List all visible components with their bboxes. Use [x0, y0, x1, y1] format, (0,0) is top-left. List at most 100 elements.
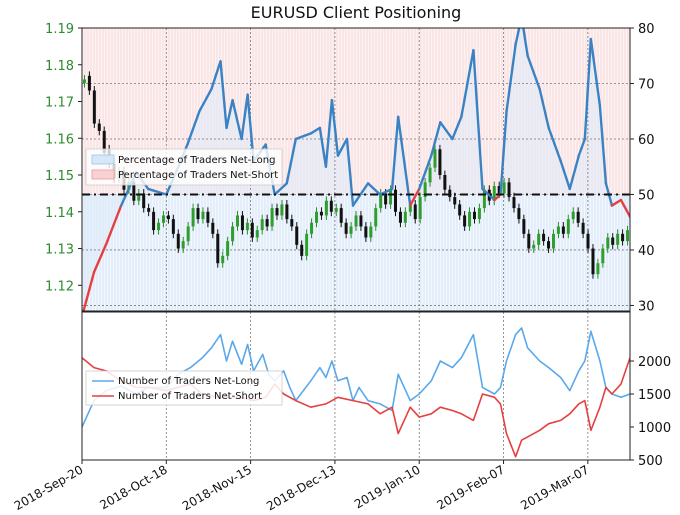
legend-swatch-net-long [91, 154, 115, 165]
net-long-percent-segment [240, 93, 249, 141]
price-tick-label: 1.15 [45, 169, 74, 184]
legend-label-count-long: Number of Traders Net-Long [118, 376, 259, 387]
count-tick-label: 1500 [638, 388, 671, 403]
price-candle [556, 222, 560, 239]
price-candle [270, 203, 274, 231]
price-candle [581, 218, 585, 239]
price-candle [591, 244, 595, 279]
net-long-percent-segment [547, 126, 562, 163]
price-candle [576, 207, 580, 228]
price-candle [97, 119, 101, 136]
net-long-percent-segment [577, 137, 587, 157]
price-candle [359, 211, 363, 231]
price-candle [606, 233, 610, 253]
price-candle [255, 225, 259, 242]
net-long-percent-segment [336, 137, 349, 157]
net-long-percent-segment [505, 43, 517, 113]
price-candle [315, 207, 319, 228]
price-candle [364, 222, 368, 242]
price-candle [551, 229, 555, 253]
net-long-percent-segment [104, 204, 123, 246]
price-candle [339, 203, 343, 228]
price-candle [512, 192, 516, 213]
percent-tick-label: 70 [638, 77, 655, 92]
price-candle [349, 222, 353, 239]
price-candle [492, 181, 496, 206]
price-candle [245, 218, 249, 235]
price-candle [216, 229, 220, 268]
price-candle [300, 240, 304, 261]
price-candle [240, 211, 244, 235]
legend-label-net-short: Percentage of Traders Net-Short [118, 170, 278, 181]
net-long-percent-segment [619, 198, 630, 218]
net-long-percent-segment [273, 182, 288, 196]
net-long-percent-segment [390, 115, 400, 191]
price-candle [82, 75, 86, 88]
net-long-percent-segment [568, 154, 581, 191]
chart-title: EURUSD Client Positioning [251, 3, 462, 22]
price-candle [285, 200, 289, 224]
price-candle [374, 203, 378, 231]
price-candle [157, 218, 161, 235]
price-candle [305, 229, 309, 261]
price-tick-label: 1.13 [45, 243, 74, 258]
net-long-percent-segment [610, 198, 623, 207]
price-candle [354, 211, 358, 231]
count-tick-label: 500 [638, 454, 663, 469]
net-long-percent-segment [514, 28, 521, 46]
price-candle [236, 211, 240, 231]
price-candle [369, 222, 373, 242]
price-candle [532, 240, 536, 253]
net-long-percent-segment [472, 48, 484, 191]
legend-swatch-net-short [91, 169, 115, 180]
price-candle [196, 203, 200, 224]
price-candle [586, 229, 590, 253]
price-tick-label: 1.14 [45, 206, 74, 221]
price-tick-label: 1.12 [45, 279, 74, 294]
price-tick-label: 1.18 [45, 59, 74, 74]
price-candle [161, 211, 165, 228]
price-candle [334, 203, 338, 217]
price-candle [329, 196, 333, 217]
net-long-percent-segment [559, 159, 571, 191]
price-candle [468, 207, 472, 231]
percent-tick-label: 50 [638, 188, 655, 203]
price-candle [260, 214, 264, 235]
price-candle [166, 211, 170, 224]
price-candle [566, 214, 570, 239]
price-candle [265, 214, 269, 231]
price-candle [87, 71, 91, 95]
price-candle [186, 222, 190, 246]
net-long-percent-segment [366, 182, 382, 196]
net-long-percent-segment [396, 115, 412, 207]
net-long-percent-segment [210, 60, 222, 91]
legend-label-net-long: Percentage of Traders Net-Long [118, 155, 276, 166]
price-candle [472, 207, 476, 224]
count-tick-label: 2000 [638, 355, 671, 370]
date-tick-label: 2018-Nov-15 [180, 462, 254, 513]
net-long-percent-segment [538, 87, 550, 130]
percent-tick-label: 40 [638, 244, 655, 259]
price-candle [616, 229, 620, 250]
legend-top: Percentage of Traders Net-Long Percentag… [85, 148, 283, 186]
net-long-percent-segment [147, 187, 168, 196]
price-candle [517, 203, 521, 224]
price-candle [522, 214, 526, 239]
net-long-percent-segment [522, 28, 529, 57]
price-candle [527, 229, 531, 253]
price-candle [280, 200, 284, 220]
price-candle [601, 244, 605, 268]
percent-tick-label: 80 [638, 22, 655, 37]
net-long-percent-segment [430, 121, 442, 157]
price-candle [596, 258, 600, 279]
net-long-percent-segment [526, 54, 541, 91]
price-candle [393, 185, 397, 217]
legend-bottom: Number of Traders Net-Long Number of Tra… [85, 370, 283, 406]
count-net-long-line [82, 327, 630, 428]
price-candle [226, 236, 230, 261]
price-candle [152, 207, 156, 235]
price-candle [537, 229, 541, 250]
price-candle [324, 196, 328, 220]
price-candle [147, 203, 151, 217]
